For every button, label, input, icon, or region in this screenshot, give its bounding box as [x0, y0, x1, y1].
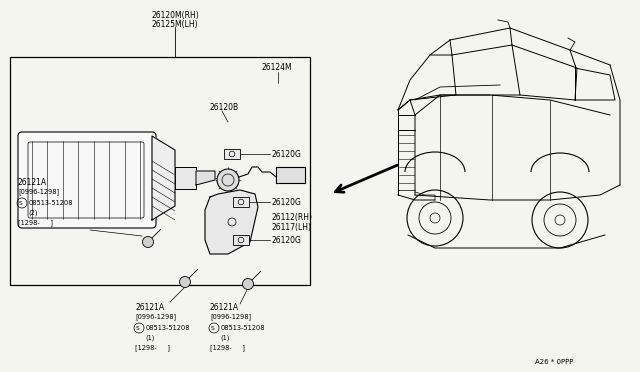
Circle shape	[243, 279, 253, 289]
Text: 26120M(RH): 26120M(RH)	[151, 10, 199, 19]
Text: (1): (1)	[145, 335, 154, 341]
Text: 08513-51208: 08513-51208	[146, 325, 191, 331]
Text: [1298-     ]: [1298- ]	[18, 219, 53, 227]
Text: [0996-1298]: [0996-1298]	[210, 314, 251, 320]
Circle shape	[217, 169, 239, 191]
Text: 26121A: 26121A	[135, 302, 164, 311]
Text: 26112(RH): 26112(RH)	[272, 212, 313, 221]
Circle shape	[179, 276, 191, 288]
Text: (1): (1)	[220, 335, 229, 341]
Text: [1298-     ]: [1298- ]	[210, 344, 245, 352]
FancyBboxPatch shape	[18, 132, 156, 228]
Text: S: S	[211, 326, 215, 330]
Polygon shape	[152, 136, 175, 220]
Text: 26117(LH): 26117(LH)	[272, 222, 312, 231]
Text: [0996-1298]: [0996-1298]	[135, 314, 176, 320]
Circle shape	[143, 237, 154, 247]
Bar	[224, 149, 240, 159]
Bar	[233, 197, 249, 207]
Polygon shape	[205, 190, 258, 254]
Polygon shape	[196, 171, 215, 185]
Bar	[10, 57, 310, 285]
Polygon shape	[276, 167, 305, 183]
Text: A26 * 0PPP: A26 * 0PPP	[535, 359, 573, 365]
Text: (2): (2)	[28, 210, 38, 216]
Text: 26120B: 26120B	[210, 103, 239, 112]
Text: 26121A: 26121A	[18, 177, 47, 186]
Text: 26125M(LH): 26125M(LH)	[152, 19, 198, 29]
Text: 08513-51208: 08513-51208	[221, 325, 266, 331]
Text: 26120G: 26120G	[272, 150, 302, 158]
Text: S: S	[19, 201, 23, 205]
Text: 26121A: 26121A	[210, 302, 239, 311]
Text: [0996-1298]: [0996-1298]	[18, 189, 59, 195]
Text: 26120G: 26120G	[272, 198, 302, 206]
Bar	[233, 235, 249, 245]
Text: [1298-     ]: [1298- ]	[135, 344, 170, 352]
Text: 08513-51208: 08513-51208	[29, 200, 74, 206]
Text: 26120G: 26120G	[272, 235, 302, 244]
Text: S: S	[136, 326, 140, 330]
Polygon shape	[175, 167, 196, 189]
Text: 26124M: 26124M	[262, 62, 292, 71]
